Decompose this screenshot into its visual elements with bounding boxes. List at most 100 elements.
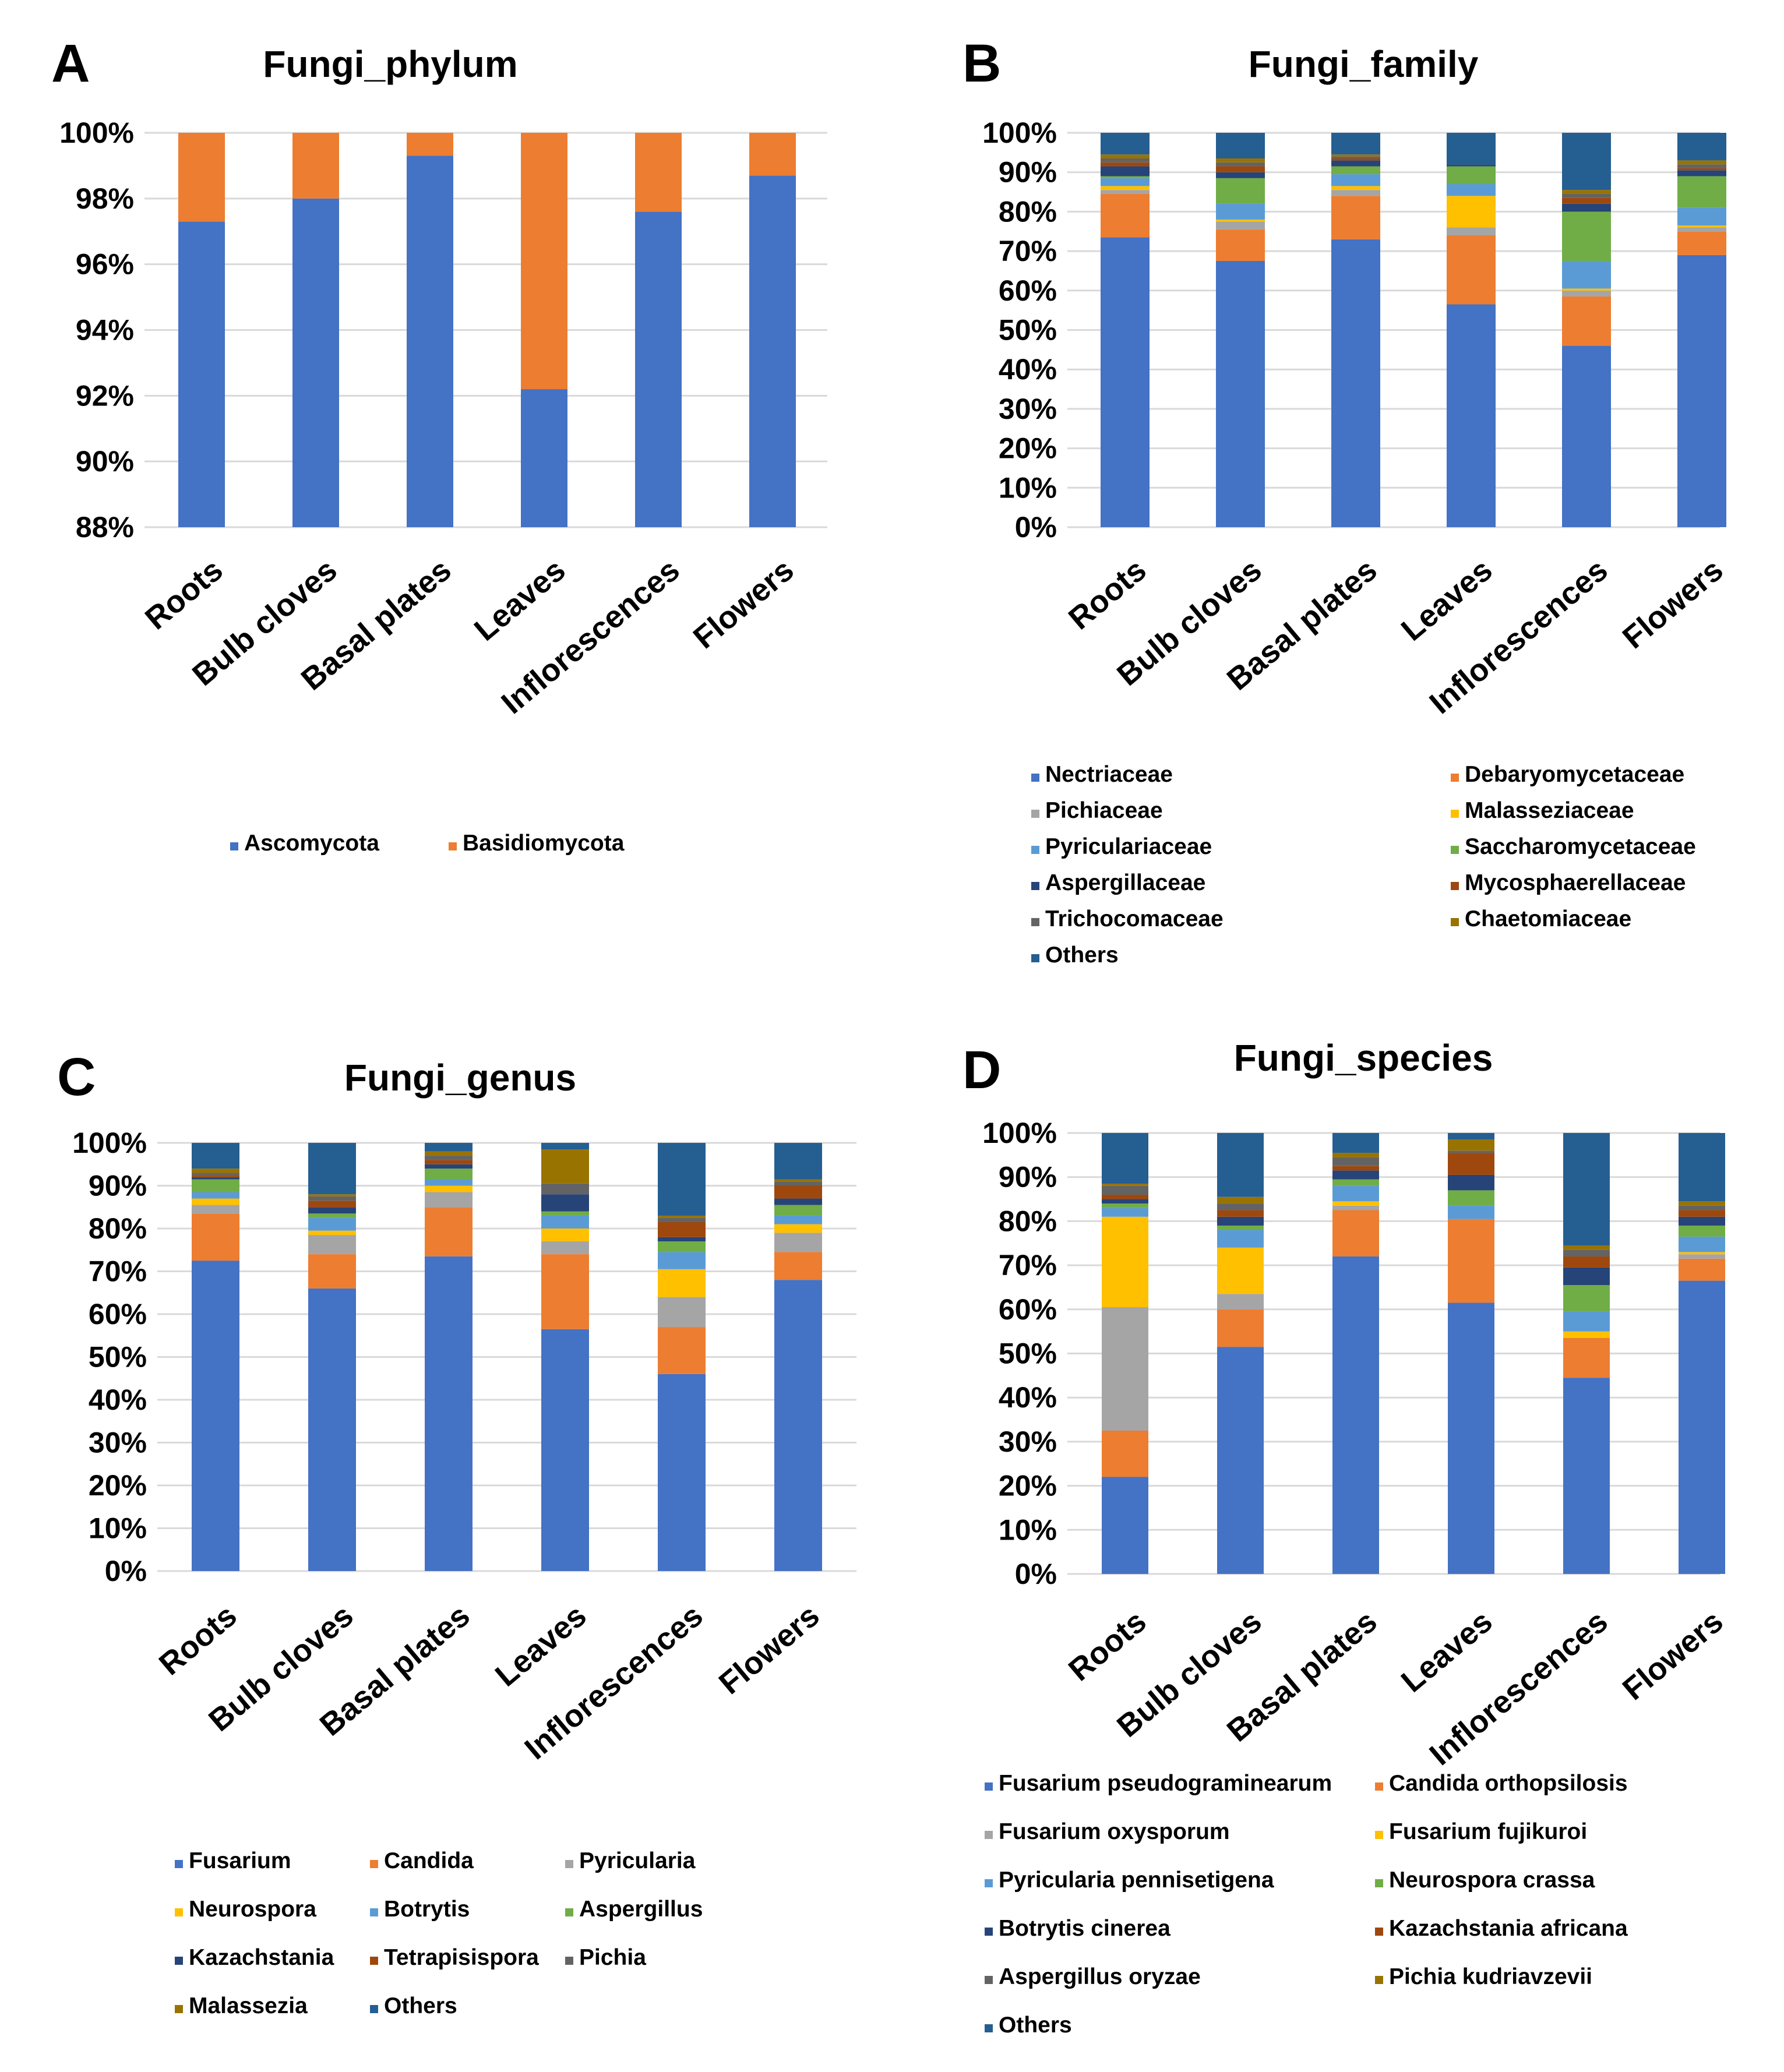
category-label: Leaves [489,1598,593,1693]
bar-segment-pichia-kudriavzevii-roots [1102,1184,1148,1186]
bar-segment-aspergillaceae-basal-plates [1331,160,1380,167]
panel-d: D Fungi_species 0% 10% 20% 30% 40% 50% 60% 70% 8… [962,1037,1730,2038]
panel-letter-a: A [51,34,90,93]
bar-segment-malasseziaceae-flowers [1677,225,1726,228]
bar-segment-pyricularia-bulb-cloves [308,1235,356,1255]
chart-title-genus: Fungi_genus [344,1057,576,1099]
legend-swatch-trichocomaceae [1031,918,1039,926]
bar-segment-aspergillus-oryzae-leaves [1448,1150,1494,1153]
bar-segment-basidiomycota-inflorescences [635,133,682,212]
bar-segment-nectriaceae-flowers [1677,255,1726,527]
y-tick-label: 94% [76,314,134,347]
legend-label-aspergillus: Aspergillus [579,1897,703,1922]
bar-segment-pichia-kudriavzevii-basal-plates [1332,1153,1379,1157]
bar-segment-trichocomaceae-roots [1101,158,1150,163]
bar-segment-chaetomiaceae-bulb-cloves [1216,158,1265,163]
bar-segment-ascomycota-roots [178,221,225,527]
y-tick-label: 70% [89,1255,147,1288]
y-tick-label: 80% [999,195,1057,228]
bar-segment-nectriaceae-bulb-cloves [1216,261,1265,527]
bar-segment-fusarium-oxysporum-basal-plates [1332,1205,1379,1210]
bar-segment-tetrapisispora-basal-plates [425,1160,473,1164]
chart-title-species: Fungi_species [1234,1037,1493,1079]
bar-segment-pichia-kudriavzevii-bulb-cloves [1217,1196,1264,1204]
bar-segment-botrytis-flowers [774,1215,822,1224]
bar-segment-aspergillus-oryzae-roots [1102,1185,1148,1195]
bar-segment-others-bulb-cloves [308,1143,356,1195]
category-label: Leaves [1395,1604,1499,1699]
bar-segment-basidiomycota-leaves [521,133,567,390]
bar-segment-aspergillaceae-bulb-cloves [1216,172,1265,178]
bar-segment-ascomycota-bulb-cloves [292,198,339,527]
bar-segment-debaryomycetaceae-roots [1101,193,1150,238]
bar-segment-neurospora-flowers [774,1224,822,1233]
legend-swatch-pyricularia-pennisetigena [985,1879,993,1887]
bar-segment-neurospora-crassa-leaves [1448,1190,1494,1206]
bar-segment-others-flowers [774,1143,822,1180]
bar-segment-neurospora-crassa-basal-plates [1332,1179,1379,1186]
bar-segment-botrytis-bulb-cloves [308,1217,356,1231]
bar-segment-pichiaceae-roots [1101,190,1150,194]
legend-swatch-fusarium [175,1860,183,1868]
bar-segment-malasseziaceae-inflorescences [1562,288,1611,291]
y-tick-label: 20% [999,432,1057,465]
bar-segment-nectriaceae-leaves [1447,304,1496,527]
bar-segment-fusarium-roots [192,1261,239,1571]
y-tick-label: 90% [999,1161,1057,1194]
bar-segment-pyriculariaceae-basal-plates [1331,174,1380,186]
bar-segment-pyriculariaceae-roots [1101,178,1150,186]
legend-swatch-mycosphaerellaceae [1451,882,1459,890]
bar-segment-kazachstania-africana-inflorescences [1563,1256,1610,1268]
bar-segment-others-leaves [541,1143,589,1150]
bar-segment-fusarium-pseudograminearum-leaves [1448,1302,1494,1574]
bar-segment-others-flowers [1679,1133,1725,1202]
legend-label-pichiaceae: Pichiaceae [1045,798,1163,823]
bar-segment-pichia-roots [192,1173,239,1176]
bar-segment-saccharomycetaceae-basal-plates [1331,166,1380,175]
bar-segment-fusarium-bulb-cloves [308,1288,356,1571]
y-tick-label: 60% [89,1298,147,1330]
bar-segment-saccharomycetaceae-roots [1101,176,1150,178]
legend-label-botrytis-cinerea: Botrytis cinerea [999,1916,1170,1941]
legend-label-pichia-kudriavzevii: Pichia kudriavzevii [1389,1964,1592,1989]
legend-swatch-aspergillus-oryzae [985,1976,993,1984]
bar-segment-aspergillus-flowers [774,1205,822,1216]
bar-segment-kazachstania-africana-leaves [1448,1153,1494,1175]
legend-swatch-others [370,2005,378,2013]
y-tick-label: 70% [999,235,1057,267]
bar-segment-mycosphaerellaceae-roots [1101,162,1150,167]
bar-segment-fusarium-oxysporum-flowers [1679,1254,1725,1259]
y-tick-label: 100% [59,117,134,149]
panel-letter-c: C [57,1047,96,1107]
legend-label-malassezia: Malassezia [189,1993,308,2018]
y-tick-label: 30% [999,393,1057,425]
category-label: Leaves [468,552,572,648]
bar-segment-basidiomycota-flowers [749,133,796,176]
legend-label-candida: Candida [384,1848,474,1873]
y-tick-label: 100% [72,1127,147,1159]
bar-segment-malasseziaceae-roots [1101,186,1150,190]
y-tick-label: 100% [982,1117,1057,1149]
bar-segment-chaetomiaceae-roots [1101,154,1150,159]
bar-segment-neurospora-leaves [541,1229,589,1242]
legend-swatch-fusarium-oxysporum [985,1831,993,1839]
bar-segment-tetrapisispora-bulb-cloves [308,1201,356,1208]
bar-segment-aspergillus-oryzae-bulb-cloves [1217,1203,1264,1210]
category-label: Flowers [1616,552,1730,655]
bar-segment-others-flowers [1677,133,1726,161]
bar-segment-nectriaceae-roots [1101,237,1150,527]
legend-swatch-ascomycota [230,842,238,850]
y-tick-label: 60% [999,1293,1057,1326]
y-tick-label: 10% [999,1513,1057,1546]
legend-label-pyriculariaceae: Pyriculariaceae [1045,834,1212,859]
y-tick-label: 50% [999,314,1057,347]
legend-swatch-aspergillus [565,1908,573,1916]
bar-segment-candida-orthopsilosis-inflorescences [1563,1338,1610,1378]
legend-label-fusarium-oxysporum: Fusarium oxysporum [999,1819,1230,1844]
y-tick-label: 80% [999,1205,1057,1237]
legend-label-pyricularia-pennisetigena: Pyricularia pennisetigena [999,1868,1274,1893]
y-tick-label: 90% [999,156,1057,189]
bar-segment-botrytis-cinerea-roots [1102,1199,1148,1204]
legend-swatch-malassezia [175,2005,183,2013]
bar-segment-mycosphaerellaceae-inflorescences [1562,197,1611,204]
